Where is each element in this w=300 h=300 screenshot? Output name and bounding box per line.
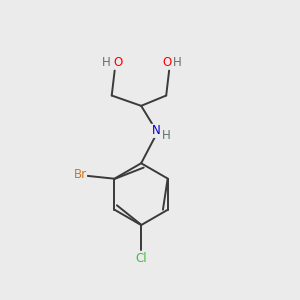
Text: O: O <box>114 56 123 69</box>
Text: Cl: Cl <box>135 252 147 265</box>
Text: N: N <box>152 124 160 137</box>
Text: H: H <box>162 129 171 142</box>
Text: H: H <box>102 56 111 69</box>
Text: Br: Br <box>74 168 86 182</box>
Text: O: O <box>162 56 171 69</box>
Text: H: H <box>173 56 182 69</box>
